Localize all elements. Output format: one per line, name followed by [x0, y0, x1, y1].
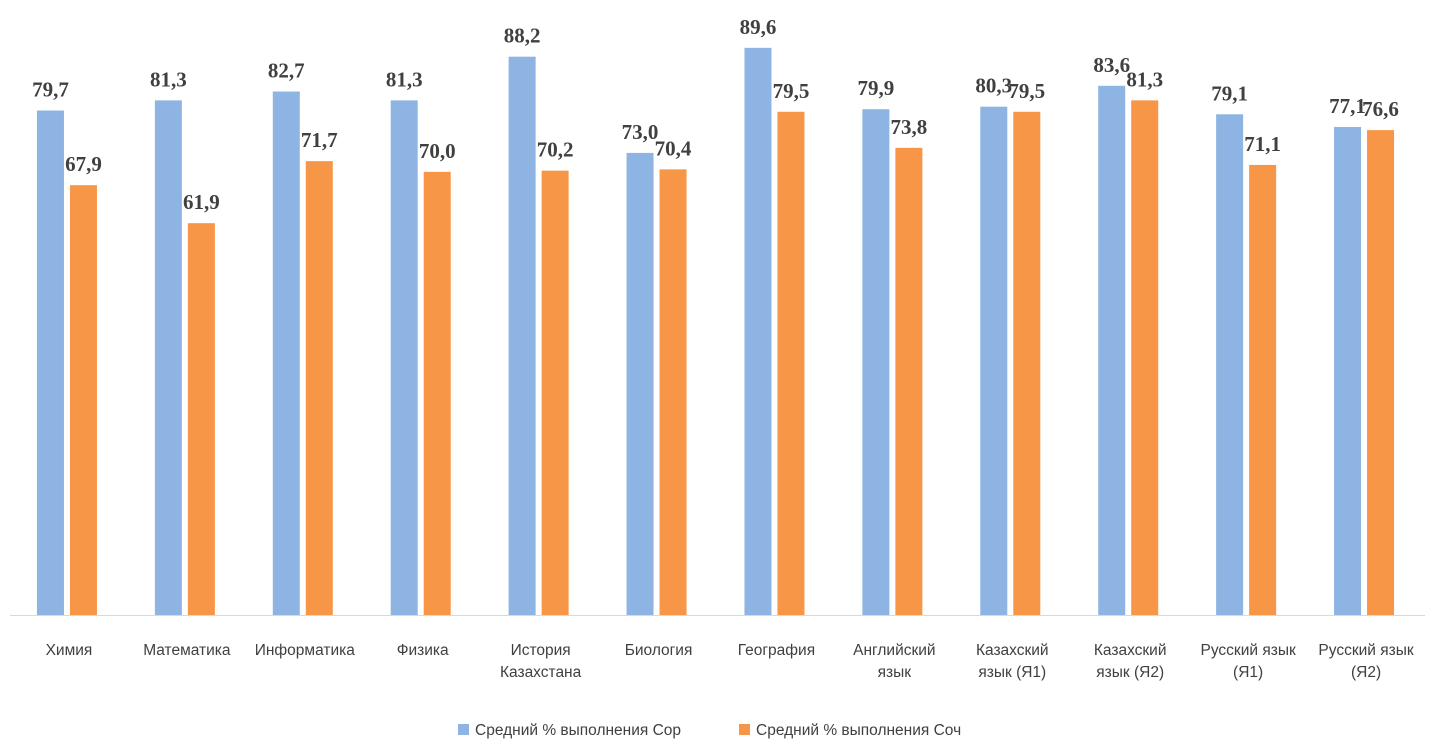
category-label-7: География — [738, 642, 815, 659]
value-label-series-1-5: 88,2 — [504, 24, 541, 48]
bar-series-2-10 — [1131, 100, 1159, 616]
bar-series-1-12 — [1334, 126, 1362, 615]
value-label-series-2-10: 81,3 — [1126, 67, 1163, 91]
bar-series-2-11 — [1249, 164, 1277, 615]
category-label-11-line-1: Русский язык — [1201, 642, 1296, 659]
bar-series-2-9 — [1013, 111, 1041, 615]
category-label-3: Информатика — [255, 642, 356, 659]
bar-series-1-6 — [626, 152, 654, 615]
bar-series-2-6 — [659, 169, 687, 616]
value-label-series-2-5: 70,2 — [537, 138, 574, 162]
category-label-6: Биология — [625, 642, 693, 659]
value-label-series-1-7: 89,6 — [740, 15, 777, 39]
value-label-series-1-6: 73,0 — [622, 120, 659, 144]
category-label-9-line-1: Казахский — [976, 642, 1049, 659]
category-label-2: Математика — [143, 642, 231, 659]
value-label-series-2-2: 61,9 — [183, 190, 220, 214]
bar-series-2-7 — [777, 111, 805, 615]
value-labels-layer: 79,7 67,9 81,3 61,9 82,7 71,7 81,3 70,0 88,2 70,2… — [32, 15, 1399, 214]
value-label-series-1-1: 79,7 — [32, 77, 69, 101]
bar-series-1-11 — [1216, 114, 1244, 615]
value-label-series-2-11: 71,1 — [1244, 132, 1281, 156]
value-label-series-2-8: 73,8 — [891, 115, 928, 139]
value-label-series-2-1: 67,9 — [65, 152, 102, 176]
value-label-series-2-4: 70,0 — [419, 139, 456, 163]
bar-series-2-8 — [895, 147, 923, 615]
category-label-5-line-2: Казахстана — [500, 664, 582, 681]
bar-series-2-1 — [69, 185, 97, 615]
legend: Средний % выполнения Сор Средний % выполн… — [458, 722, 961, 739]
bar-series-2-3 — [305, 161, 333, 616]
bar-series-1-4 — [390, 100, 418, 616]
category-labels-layer: Химия Математика Информатика Физика История К… — [46, 642, 1414, 681]
value-label-series-2-3: 71,7 — [301, 128, 338, 152]
value-label-series-1-3: 82,7 — [268, 59, 305, 83]
category-label-12-line-2: (Я2) — [1351, 664, 1381, 681]
value-label-series-1-9: 80,3 — [975, 74, 1012, 98]
category-label-11-line-2: (Я1) — [1233, 664, 1263, 681]
value-label-series-1-4: 81,3 — [386, 67, 423, 91]
legend-label-2: Средний % выполнения Соч — [756, 722, 961, 739]
category-label-4: Физика — [397, 642, 449, 659]
bar-series-2-2 — [187, 223, 215, 615]
category-label-12-line-1: Русский язык — [1318, 642, 1413, 659]
bar-series-1-1 — [36, 110, 64, 616]
category-label-9-line-2: язык (Я1) — [978, 664, 1046, 681]
legend-swatch-2 — [739, 724, 750, 735]
bar-series-1-2 — [154, 100, 182, 616]
value-label-series-2-6: 70,4 — [655, 136, 692, 160]
value-label-series-1-11: 79,1 — [1211, 81, 1248, 105]
category-label-8-line-2: язык — [878, 664, 912, 681]
category-label-10-line-1: Казахский — [1094, 642, 1167, 659]
category-label-1: Химия — [46, 642, 93, 659]
category-label-5-line-1: История — [511, 642, 571, 659]
bar-series-2-4 — [423, 171, 451, 615]
category-label-8-line-1: Английский — [853, 642, 935, 659]
legend-swatch-1 — [458, 724, 469, 735]
bar-series-2-12 — [1367, 130, 1395, 615]
value-label-series-1-8: 79,9 — [858, 76, 895, 100]
legend-label-1: Средний % выполнения Сор — [475, 722, 681, 739]
bars-layer — [36, 47, 1395, 616]
bar-series-2-5 — [541, 170, 569, 615]
bar-series-1-7 — [744, 47, 772, 615]
value-label-series-2-9: 79,5 — [1008, 79, 1045, 103]
value-label-series-1-12: 77,1 — [1329, 94, 1366, 118]
value-label-series-1-10: 83,6 — [1093, 53, 1130, 77]
bar-series-1-5 — [508, 56, 536, 616]
bar-series-1-8 — [862, 109, 890, 615]
value-label-series-1-2: 81,3 — [150, 67, 187, 91]
value-label-series-2-7: 79,5 — [773, 79, 810, 103]
bar-series-1-10 — [1098, 85, 1126, 615]
bar-series-1-9 — [980, 106, 1008, 616]
value-label-series-2-12: 76,6 — [1362, 97, 1399, 121]
bar-series-1-3 — [272, 91, 300, 615]
category-label-10-line-2: язык (Я2) — [1096, 664, 1164, 681]
